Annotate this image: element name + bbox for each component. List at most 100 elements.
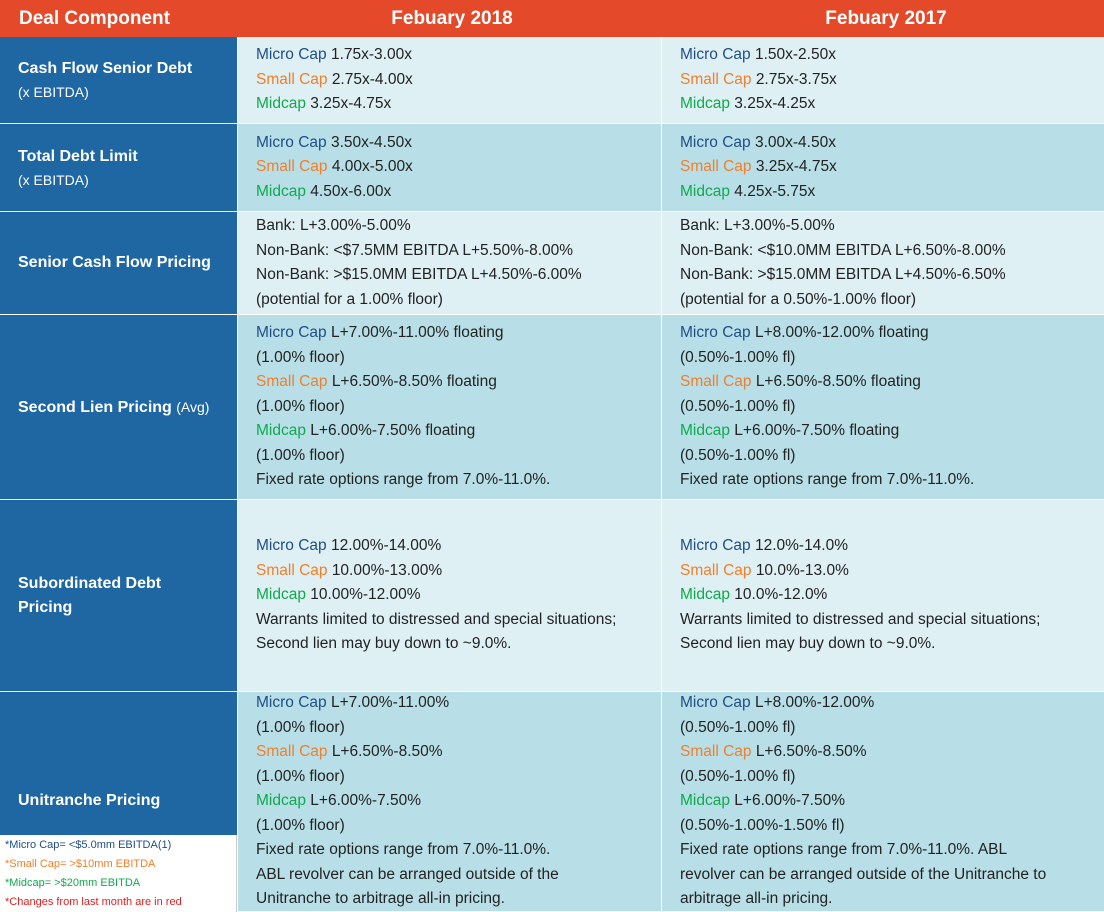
cell-2018: Micro Cap 1.75x-3.00x Small Cap 2.75x-4.… [237, 37, 661, 124]
fixed-note: Fixed rate options range from 7.0%-11.0%… [680, 841, 1008, 859]
value: L+6.50%-8.50% floating [755, 373, 921, 391]
row-label-title: Subordinated Debt Pricing [18, 574, 162, 616]
value: L+8.00%-12.00% [754, 694, 875, 712]
value: 10.00%-13.00% [331, 561, 443, 579]
second-lien-note: Second lien may buy down to ~9.0%. [680, 635, 936, 653]
tier-small: Small Cap [256, 373, 328, 391]
cell-2017: Micro Cap 3.00x-4.50x Small Cap 3.25x-4.… [661, 124, 1104, 212]
warrants-note: Warrants limited to distressed and speci… [680, 610, 1041, 628]
row-label: Subordinated Debt Pricing [0, 500, 237, 692]
legend-box: *Micro Cap= <$5.0mm EBITDA(1) *Small Cap… [0, 835, 237, 912]
value: L+6.50%-8.50% [331, 743, 443, 761]
floor-note: (0.50%-1.00% fl) [680, 446, 796, 464]
row-label-sub: (x EBITDA) [18, 84, 89, 100]
text-line: Non-Bank: <$10.0MM EBITDA L+6.50%-8.00% [680, 241, 1006, 259]
floor-note: (1.00% floor) [256, 397, 345, 415]
cell-2018: Bank: L+3.00%-5.00% Non-Bank: <$7.5MM EB… [237, 212, 661, 315]
cell-2018: Micro Cap L+7.00%-11.00% (1.00% floor) S… [237, 692, 661, 912]
value: 10.0%-12.0% [734, 586, 828, 604]
value: 10.00%-12.00% [310, 586, 421, 604]
cell-2017: Micro Cap 1.50x-2.50x Small Cap 2.75x-3.… [661, 37, 1104, 124]
cell-2017: Micro Cap L+8.00%-12.00% (0.50%-1.00% fl… [661, 692, 1104, 912]
abl-note: Unitranche to arbitrage all-in pricing. [256, 890, 505, 908]
abl-note: ABL revolver can be arranged outside of … [256, 865, 559, 883]
floor-note: (0.50%-1.00% fl) [680, 348, 796, 366]
tier-micro: Micro Cap [680, 694, 751, 712]
floor-note: (1.00% floor) [256, 816, 345, 834]
tier-small: Small Cap [256, 561, 328, 579]
tier-mid: Midcap [680, 422, 730, 440]
value: L+6.00%-7.50% [734, 792, 846, 810]
row-label-title: Second Lien Pricing [18, 398, 172, 416]
table-header: Deal Component Febuary 2018 Febuary 2017 [0, 0, 1104, 37]
value: L+7.00%-11.00% floating [330, 324, 504, 342]
value: 12.00%-14.00% [330, 537, 442, 555]
tier-micro: Micro Cap [256, 46, 327, 64]
cell-2018: Micro Cap 3.50x-4.50x Small Cap 4.00x-5.… [237, 124, 661, 212]
cell-2017: Micro Cap L+8.00%-12.00% floating (0.50%… [661, 315, 1104, 500]
value: 3.50x-4.50x [330, 133, 412, 151]
value: 3.25x-4.75x [310, 95, 392, 113]
tier-small: Small Cap [256, 743, 328, 761]
tier-small: Small Cap [680, 373, 752, 391]
value: 3.25x-4.75x [755, 158, 837, 176]
text-line: Non-Bank: >$15.0MM EBITDA L+4.50%-6.50% [680, 266, 1006, 283]
header-feb-2017: Febuary 2017 [825, 8, 947, 29]
cell-2017: Micro Cap 12.0%-14.0% Small Cap 10.0%-13… [661, 500, 1104, 692]
header-feb-2018: Febuary 2018 [391, 8, 513, 29]
row-label-title: Unitranche Pricing [18, 792, 161, 809]
row-label: Second Lien Pricing (Avg) [0, 315, 237, 500]
value: L+6.00%-7.50% floating [734, 422, 900, 440]
header-deal-component: Deal Component [19, 8, 170, 29]
fixed-note: Fixed rate options range from 7.0%-11.0%… [256, 841, 551, 859]
tier-mid: Midcap [680, 586, 730, 604]
row-label: Cash Flow Senior Debt (x EBITDA) [0, 37, 237, 124]
value: 3.00x-4.50x [754, 133, 836, 151]
row-label-sub: (x EBITDA) [18, 171, 89, 188]
text-line: Bank: L+3.00%-5.00% [256, 217, 411, 234]
tier-mid: Midcap [680, 95, 730, 113]
fixed-note: Fixed rate options range from 7.0%-11.0%… [680, 471, 975, 489]
value: 10.0%-13.0% [755, 561, 849, 579]
text-line: (potential for a 0.50%-1.00% floor) [680, 290, 917, 308]
floor-note: (0.50%-1.00% fl) [680, 718, 796, 736]
tier-micro: Micro Cap [256, 694, 327, 712]
row-cash-flow-senior-debt: Cash Flow Senior Debt (x EBITDA) Micro C… [0, 37, 1104, 124]
legend-small: *Small Cap= >$10mm EBITDA [5, 858, 156, 870]
tier-mid: Midcap [256, 422, 306, 440]
floor-note: (0.50%-1.00%-1.50% fl) [680, 816, 845, 834]
floor-note: (0.50%-1.00% fl) [680, 767, 796, 785]
tier-micro: Micro Cap [680, 324, 751, 342]
value: L+6.50%-8.50% floating [331, 373, 497, 391]
tier-small: Small Cap [256, 158, 328, 176]
row-label-title: Senior Cash Flow Pricing [18, 254, 211, 271]
value: 4.50x-6.00x [310, 182, 392, 200]
legend-mid: *Midcap= >$20mm EBITDA [5, 877, 141, 889]
warrants-note: Warrants limited to distressed and speci… [256, 610, 617, 628]
tier-micro: Micro Cap [680, 537, 751, 555]
value: 1.50x-2.50x [754, 46, 836, 64]
tier-small: Small Cap [680, 158, 752, 176]
tier-mid: Midcap [680, 792, 730, 810]
text-line: Non-Bank: <$7.5MM EBITDA L+5.50%-8.00% [256, 241, 574, 259]
value: 2.75x-3.75x [755, 70, 837, 88]
value: L+6.00%-7.50% [310, 792, 422, 810]
row-unitranche-pricing: Unitranche Pricing Micro Cap L+7.00%-11.… [0, 692, 1104, 912]
tier-mid: Midcap [256, 95, 306, 113]
second-lien-note: Second lien may buy down to ~9.0%. [256, 635, 512, 653]
value: L+6.00%-7.50% floating [310, 422, 476, 440]
legend-micro: *Micro Cap= <$5.0mm EBITDA(1) [5, 839, 172, 851]
tier-mid: Midcap [680, 182, 730, 200]
tier-micro: Micro Cap [680, 133, 751, 151]
value: 4.25x-5.75x [734, 182, 816, 200]
tier-small: Small Cap [256, 70, 328, 88]
abl-note: arbitrage all-in pricing. [680, 890, 833, 908]
row-label: Senior Cash Flow Pricing [0, 212, 237, 315]
tier-mid: Midcap [256, 792, 306, 810]
tier-micro: Micro Cap [256, 537, 327, 555]
floor-note: (1.00% floor) [256, 348, 345, 366]
cell-2017: Bank: L+3.00%-5.00% Non-Bank: <$10.0MM E… [661, 212, 1104, 315]
row-subordinated-debt-pricing: Subordinated Debt Pricing Micro Cap 12.0… [0, 500, 1104, 692]
text-line: Non-Bank: >$15.0MM EBITDA L+4.50%-6.00% [256, 266, 582, 283]
floor-note: (1.00% floor) [256, 767, 345, 785]
